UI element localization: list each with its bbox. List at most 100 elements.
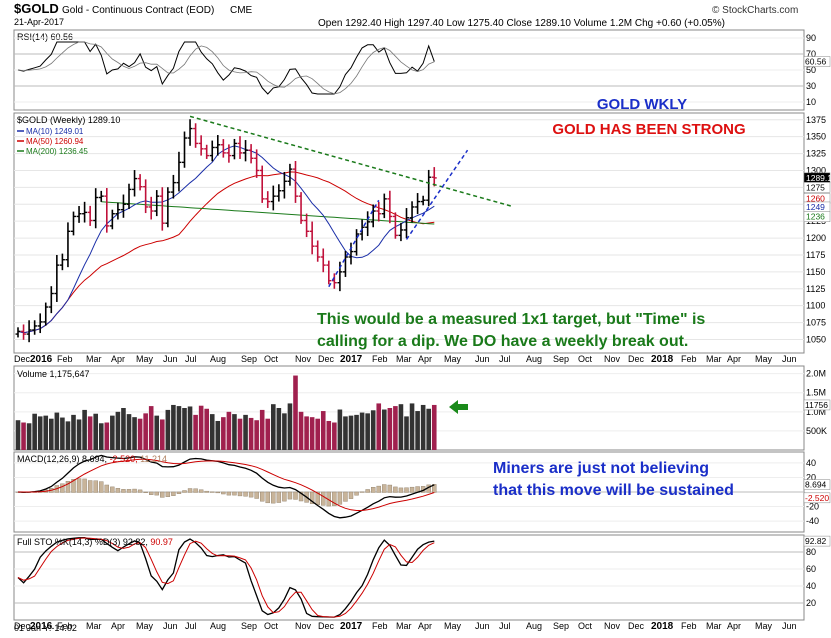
macd-hist-bar — [71, 479, 76, 493]
price-tick-label: 1175 — [806, 250, 825, 260]
volume-bar — [254, 420, 259, 450]
x-tick-label: Apr — [111, 354, 125, 364]
price-bar — [82, 201, 88, 223]
macd-hist-bar — [110, 486, 115, 493]
x-tick-label: Dec — [628, 354, 645, 364]
svg-text:1289.1: 1289.1 — [806, 173, 831, 183]
x-axis: Dec 2016 Feb Mar Apr May Jun Jul Aug Sep Oct Nov Dec… — [14, 354, 797, 365]
macd-hist-bar — [365, 489, 370, 493]
price-value-tag: 1236 — [803, 211, 831, 222]
annotation-gold-wkly: GOLD WKLY — [597, 96, 687, 113]
x-tick-label: Sep — [553, 621, 569, 631]
macd-hist-bar — [93, 480, 98, 493]
x-tick-label: Apr — [418, 621, 432, 631]
volume-bar — [98, 423, 104, 450]
price-bar — [137, 174, 143, 191]
volume-bar — [215, 420, 221, 450]
macd-hist-bar — [82, 478, 87, 493]
x-tick-label: Oct — [578, 354, 593, 364]
price-bar — [293, 161, 298, 203]
date-label: 21-Apr-2017 — [14, 17, 64, 27]
price-bars — [15, 119, 437, 343]
price-bar — [259, 165, 265, 203]
x-tick-label: Jul — [185, 354, 197, 364]
volume-bar — [431, 404, 437, 450]
macd-hist-bar — [187, 488, 193, 493]
price-bar — [43, 302, 49, 326]
volume-bar — [182, 408, 187, 450]
x-tick-label: 2016 — [30, 621, 53, 632]
legend-entry: MA(200) 1236.45 — [26, 147, 88, 156]
rsi-line — [17, 41, 435, 95]
macd-hist-bar — [237, 491, 243, 497]
volume-bar — [287, 403, 293, 450]
volume-bar — [271, 404, 276, 450]
price-bar — [326, 260, 332, 285]
volume-bar — [232, 414, 237, 450]
price-bar — [237, 136, 243, 159]
macd-hist-bar — [359, 491, 365, 493]
sto-tick-label: 60 — [806, 564, 816, 574]
volume-bar — [187, 406, 193, 450]
price-bar — [254, 149, 260, 178]
x-axis-bottom: Dec 2016 Feb Mar Apr May Jun Jul Aug Sep Oct Nov Dec… — [14, 621, 797, 632]
price-axis: 1375135013251300127512501225120011751150… — [806, 115, 826, 345]
volume-bar — [221, 417, 226, 450]
rsi-tick-label: 50 — [806, 65, 816, 75]
volume-bar — [265, 418, 271, 450]
x-tick-label: Nov — [295, 354, 312, 364]
macd-hist-bar — [287, 491, 293, 500]
price-bar — [226, 144, 232, 163]
macd-hist-bar — [282, 491, 287, 502]
volume-bar — [276, 408, 282, 450]
macd-hist-bar — [126, 489, 132, 493]
svg-text:1260: 1260 — [806, 194, 825, 204]
x-tick-label: Aug — [210, 354, 226, 364]
macd-hist-bar — [337, 491, 343, 505]
x-tick-label: Dec — [318, 354, 335, 364]
price-bar — [392, 212, 398, 239]
volume-bar — [154, 415, 160, 450]
volume-bar — [409, 403, 415, 450]
x-tick-label: 2016 — [30, 354, 53, 365]
x-tick-label: Aug — [526, 354, 542, 364]
price-bar — [87, 205, 93, 226]
volume-bar — [32, 413, 37, 450]
volume-bar — [282, 413, 287, 450]
macd-hist-bar — [332, 491, 337, 507]
volume-bar — [398, 404, 404, 450]
volume-bar — [93, 413, 98, 450]
price-bar — [120, 194, 126, 218]
price-bar — [404, 208, 409, 239]
macd-hist-bar — [160, 491, 165, 498]
volume-bar — [115, 411, 121, 450]
x-tick-label: May — [136, 354, 154, 364]
macd-hist-bar — [143, 491, 148, 493]
price-bar — [182, 131, 187, 168]
x-tick-label: Jun — [782, 621, 797, 631]
x-tick-label: Dec — [318, 621, 335, 631]
x-tick-label: Aug — [526, 621, 542, 631]
price-label: $GOLD (Weekly) 1289.10 — [17, 115, 120, 125]
volume-bar — [60, 417, 65, 450]
exchange-label: CME — [230, 5, 253, 16]
volume-bar — [226, 411, 232, 450]
volume-tick-label: 1.0M — [806, 407, 826, 417]
x-tick-label: Dec — [14, 621, 31, 631]
price-bar — [65, 222, 71, 268]
x-tick-label: Mar — [86, 354, 102, 364]
volume-bar — [165, 409, 171, 450]
x-tick-label: May — [444, 621, 462, 631]
volume-bar — [193, 414, 198, 450]
volume-bar — [343, 416, 348, 450]
sto-axis: 80 60 40 20 92.82 — [14, 535, 831, 608]
x-tick-label: Jun — [163, 354, 178, 364]
price-tick-label: 1350 — [806, 132, 826, 142]
macd-hist-bar — [137, 489, 143, 493]
volume-bar — [382, 409, 387, 450]
volume-bar — [354, 414, 359, 450]
volume-bar — [209, 414, 215, 450]
volume-bar — [137, 418, 143, 450]
